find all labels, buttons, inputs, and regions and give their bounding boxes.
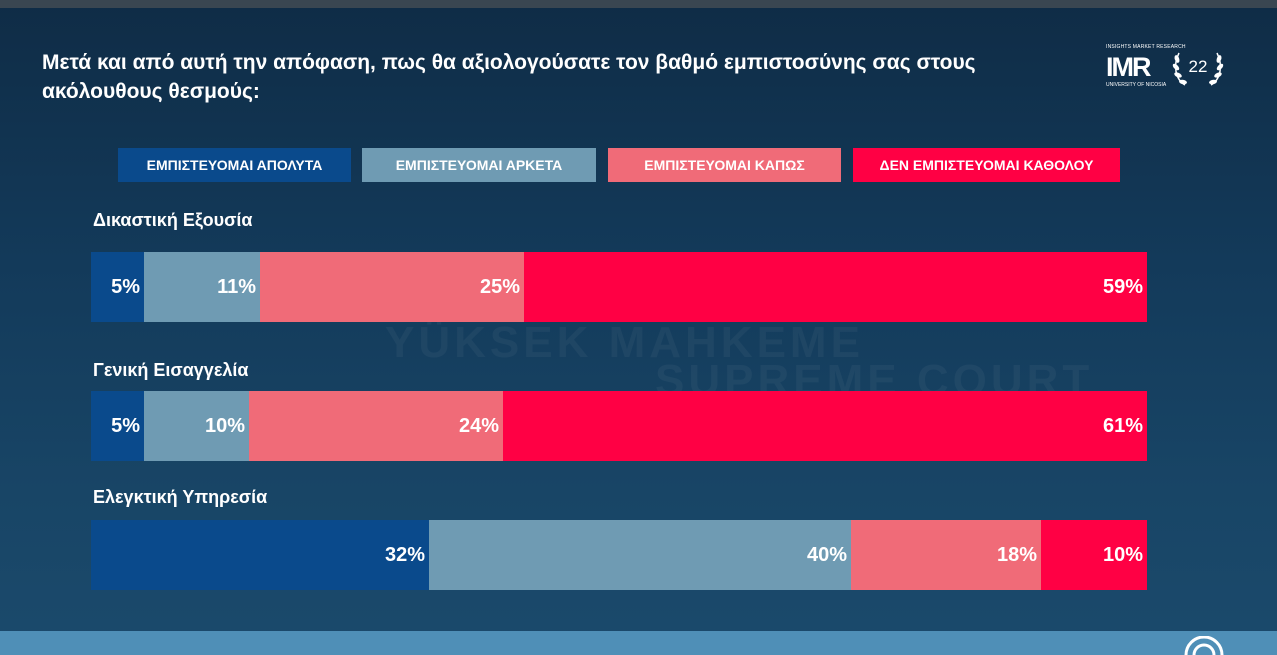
imr-logo: INSIGHTS MARKET RESEARCH IMR UNIVERSITY … — [1104, 44, 1229, 92]
chart-legend: ΕΜΠΙΣΤΕΥΟΜΑΙ ΑΠΟΛΥΤΑ ΕΜΠΙΣΤΕΥΟΜΑΙ ΑΡΚΕΤΑ Ε… — [0, 148, 1277, 182]
data-label-3-4: 10% — [1102, 544, 1143, 566]
data-label-1-1: 5% — [111, 276, 140, 298]
bar-segment-2-1: 5% — [91, 391, 144, 461]
data-label-1-4: 59% — [1102, 276, 1143, 298]
legend-item-3: ΕΜΠΙΣΤΕΥΟΜΑΙ ΚΑΠΩΣ — [608, 148, 841, 182]
category-label-3: Ελεγκτική Υπηρεσία — [93, 487, 268, 507]
bar-row-2: 5% 10% 24% 61% — [91, 391, 1147, 461]
data-label-2-2: 10% — [204, 415, 245, 437]
data-label-2-4: 61% — [1102, 415, 1143, 437]
data-label-2-3: 24% — [458, 415, 499, 437]
anniversary-laurel-icon: 22 — [1172, 52, 1224, 86]
bar-row-1: 5% 11% 25% 59% — [91, 252, 1147, 322]
top-border — [0, 0, 1277, 8]
data-label-2-1: 5% — [111, 415, 140, 437]
data-label-3-2: 40% — [806, 544, 847, 566]
category-label-1: Δικαστική Εξουσία — [93, 210, 253, 230]
bar-segment-1-3: 25% — [260, 252, 524, 322]
bar-segment-1-1: 5% — [91, 252, 144, 322]
bar-segment-3-1: 32% — [91, 520, 429, 590]
bar-segment-3-4: 10% — [1041, 520, 1147, 590]
data-label-3-3: 18% — [996, 544, 1037, 566]
logo-tagline: INSIGHTS MARKET RESEARCH — [1106, 44, 1186, 50]
legend-item-1: ΕΜΠΙΣΤΕΥΟΜΑΙ ΑΠΟΛΥΤΑ — [118, 148, 351, 182]
bar-segment-2-2: 10% — [144, 391, 249, 461]
category-label-2: Γενική Εισαγγελία — [93, 360, 249, 380]
logo-brand: IMR — [1106, 52, 1151, 82]
bar-segment-1-2: 11% — [144, 252, 260, 322]
logo-years: 22 — [1189, 57, 1208, 76]
bar-segment-3-3: 18% — [851, 520, 1041, 590]
footer-logo-icon — [1184, 636, 1224, 655]
footer-bar — [0, 631, 1277, 655]
bar-segment-2-4: 61% — [503, 391, 1147, 461]
legend-item-4: ΔΕΝ ΕΜΠΙΣΤΕΥΟΜΑΙ ΚΑΘΟΛΟΥ — [853, 148, 1120, 182]
data-label-1-2: 11% — [217, 276, 256, 298]
bar-segment-1-4: 59% — [524, 252, 1147, 322]
data-label-1-3: 25% — [479, 276, 520, 298]
bar-segment-2-3: 24% — [249, 391, 503, 461]
logo-university: UNIVERSITY OF NICOSIA — [1106, 82, 1167, 88]
legend-item-2: ΕΜΠΙΣΤΕΥΟΜΑΙ ΑΡΚΕΤΑ — [362, 148, 596, 182]
chart-title: Μετά και από αυτή την απόφαση, πως θα αξ… — [42, 51, 976, 103]
data-label-3-1: 32% — [384, 544, 425, 566]
bar-segment-3-2: 40% — [429, 520, 851, 590]
bar-row-3: 32% 40% 18% 10% — [91, 520, 1147, 590]
